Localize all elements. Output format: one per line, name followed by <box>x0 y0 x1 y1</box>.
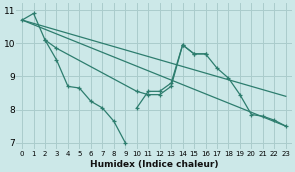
X-axis label: Humidex (Indice chaleur): Humidex (Indice chaleur) <box>90 159 218 169</box>
